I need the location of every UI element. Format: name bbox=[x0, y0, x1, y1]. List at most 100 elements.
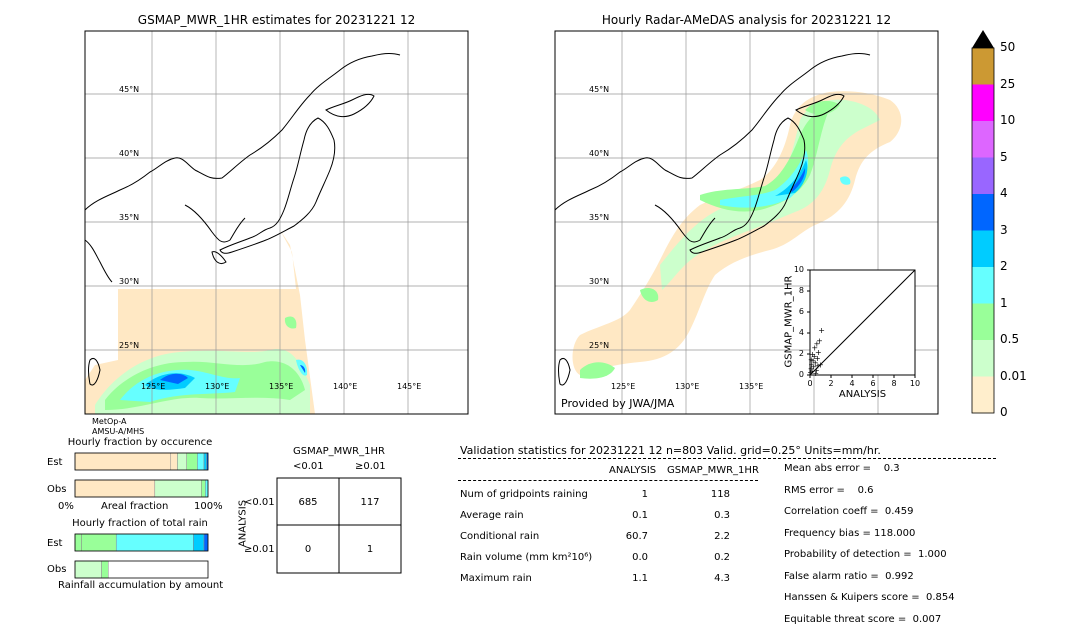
left-lat-25: 25°N bbox=[119, 341, 140, 350]
right-lat-25: 25°N bbox=[589, 341, 610, 350]
scatter-ylabel: GSMAP_MWR_1HR bbox=[783, 275, 795, 368]
contingency-col-1: <0.01 bbox=[293, 461, 324, 472]
scatter-point: + bbox=[816, 336, 823, 345]
colorbar-label: 0 bbox=[1000, 405, 1008, 419]
scatter-point: + bbox=[818, 326, 825, 335]
fraction-segment bbox=[197, 452, 205, 471]
scatter-ytick: 2 bbox=[798, 349, 804, 358]
left-lon-140: 140°E bbox=[333, 382, 358, 391]
colorbar-label: 2 bbox=[1000, 259, 1008, 273]
cell-10: 0 bbox=[304, 544, 312, 555]
colorbar-segment bbox=[972, 340, 994, 377]
contingency-row-2: ≥0.01 bbox=[244, 544, 275, 555]
stats-col-rule bbox=[458, 480, 758, 481]
scatter-ytick: 6 bbox=[798, 307, 804, 316]
fraction-segment bbox=[170, 452, 178, 471]
stats-header: Validation statistics for 20231221 12 n=… bbox=[460, 444, 881, 457]
colorbar-segment bbox=[972, 48, 994, 85]
scatter-point: + bbox=[814, 354, 821, 363]
stats-row-analysis: 60.7 bbox=[625, 531, 648, 542]
scatter-point: + bbox=[811, 344, 818, 353]
colorbar-label: 0.01 bbox=[1000, 368, 1027, 383]
stats-score: Mean abs error = 0.3 bbox=[784, 463, 900, 474]
scatter-point: + bbox=[810, 363, 817, 372]
cell-00: 685 bbox=[298, 497, 318, 508]
stats-row-gsmap: 0.3 bbox=[714, 510, 730, 521]
colorbar-segment bbox=[972, 157, 994, 195]
scatter-points: ++++++++++++++++++++ bbox=[807, 326, 825, 378]
radar-light bbox=[660, 99, 880, 290]
scatter-point: + bbox=[807, 368, 814, 377]
stats-score: False alarm ratio = 0.992 bbox=[784, 570, 914, 582]
colorbar-arrow bbox=[972, 30, 994, 48]
stats-header-rule bbox=[458, 458, 996, 459]
contingency-row-1: <0.01 bbox=[244, 497, 275, 508]
cell-01: 117 bbox=[360, 497, 380, 508]
total-rain-obs-label: Obs bbox=[47, 564, 67, 575]
total-rain-est-label: Est bbox=[47, 538, 63, 549]
stats-row-label: Rain volume (mm km²10⁶) bbox=[460, 552, 593, 563]
scatter-point: + bbox=[810, 356, 817, 365]
radar-coverage bbox=[572, 91, 902, 376]
scatter-point: + bbox=[812, 369, 819, 378]
colorbar-label: 3 bbox=[1000, 222, 1008, 237]
scatter-inset bbox=[809, 269, 916, 376]
total-rain-xlabel: Rainfall accumulation by amount bbox=[58, 580, 224, 591]
scatter-point: + bbox=[815, 348, 822, 357]
stats-row-gsmap: 4.3 bbox=[714, 573, 730, 584]
scatter-point: + bbox=[813, 366, 820, 375]
left-lon-125: 125°E bbox=[141, 382, 166, 391]
contingency-title: GSMAP_MWR_1HR bbox=[293, 446, 385, 457]
right-lat-45: 45°N bbox=[589, 85, 610, 94]
stats-col-gsmap: GSMAP_MWR_1HR bbox=[667, 465, 759, 476]
stats-row-label: Maximum rain bbox=[460, 573, 532, 584]
fraction-segment bbox=[81, 533, 117, 552]
scatter-point: + bbox=[808, 365, 815, 374]
scatter-diagonal bbox=[809, 269, 916, 376]
left-lat-35: 35°N bbox=[119, 213, 140, 222]
right-map-title: Hourly Radar-AMeDAS analysis for 2023122… bbox=[601, 13, 892, 27]
fraction-segment bbox=[74, 533, 82, 552]
fraction-segment bbox=[186, 452, 198, 471]
stats-row-analysis: 1 bbox=[641, 489, 648, 500]
stats-row-gsmap: 118 bbox=[710, 489, 730, 500]
radar-credit: Provided by JWA/JMA bbox=[561, 397, 675, 410]
right-lat-30: 30°N bbox=[589, 277, 610, 286]
stats-row-gsmap: 0.2 bbox=[714, 552, 730, 563]
colorbar-segment bbox=[972, 376, 994, 414]
stats-score: Frequency bias = 118.000 bbox=[784, 527, 916, 539]
left-lon-130: 130°E bbox=[205, 382, 230, 391]
left-lat-40: 40°N bbox=[119, 149, 140, 158]
scatter-ytick: 8 bbox=[798, 286, 804, 295]
fraction-segment bbox=[201, 479, 206, 498]
left-map-title: GSMAP_MWR_1HR estimates for 20231221 12 bbox=[137, 13, 416, 27]
occurrence-xmid: Areal fraction bbox=[101, 501, 169, 512]
fraction-segment bbox=[101, 560, 109, 579]
colorbar-segment bbox=[972, 121, 994, 158]
right-lon-125: 125°E bbox=[611, 382, 636, 391]
cell-11: 1 bbox=[366, 544, 374, 555]
colorbar-label: 25 bbox=[1000, 76, 1016, 91]
scatter-xtick: 0 bbox=[807, 379, 813, 388]
scatter-point: + bbox=[809, 367, 816, 376]
fraction-segment bbox=[177, 452, 187, 471]
scatter-ytick: 0 bbox=[798, 370, 804, 379]
scatter-point: + bbox=[808, 361, 815, 370]
fraction-segment bbox=[193, 533, 205, 552]
stats-row-label: Num of gridpoints raining bbox=[460, 489, 588, 500]
fraction-segment bbox=[203, 452, 207, 471]
contingency-col-2: ≥0.01 bbox=[355, 461, 386, 472]
scatter-point: + bbox=[811, 352, 818, 361]
fraction-segment bbox=[74, 560, 102, 579]
fraction-segment bbox=[74, 479, 156, 498]
right-lon-135: 135°E bbox=[739, 382, 764, 391]
scatter-xtick: 10 bbox=[909, 379, 921, 388]
colorbar-label: 50 bbox=[1000, 40, 1016, 54]
fraction-segment bbox=[206, 452, 209, 471]
scatter-xtick: 4 bbox=[849, 379, 855, 388]
right-lat-35: 35°N bbox=[589, 213, 610, 222]
contingency-side-label: ANALYSIS bbox=[237, 499, 249, 548]
stats-row-analysis: 0.1 bbox=[632, 510, 648, 521]
scatter-xtick: 8 bbox=[891, 379, 897, 388]
fraction-segment bbox=[115, 533, 194, 552]
